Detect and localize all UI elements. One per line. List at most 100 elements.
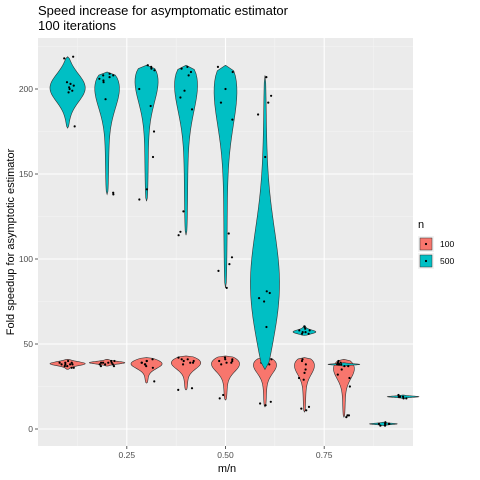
data-point [222,393,225,397]
data-point [230,256,234,259]
series-500 [49,55,420,427]
data-point [223,356,227,359]
data-point [151,155,155,159]
data-point [343,365,346,368]
data-point [225,286,228,289]
data-point [231,359,234,363]
data-point [112,191,115,194]
data-point [348,376,351,380]
data-point [103,363,107,366]
data-point [101,361,105,364]
data-point [98,363,101,366]
y-tick-label: 200 [19,84,33,94]
data-point [98,77,101,80]
data-point [304,368,307,371]
y-tick-label: 0 [28,424,33,434]
y-tick-label: 50 [24,339,34,349]
data-point [305,409,308,412]
data-point [67,91,70,94]
data-point [191,361,195,364]
data-point [145,188,148,191]
data-point [218,359,221,363]
data-point [102,79,105,82]
legend-label: 100 [440,239,454,249]
data-point [230,361,233,364]
data-point [138,87,141,91]
data-point [64,363,67,366]
data-point [69,82,72,85]
data-point [187,74,190,77]
data-point [265,325,268,329]
data-point [301,358,304,361]
data-point [102,81,105,84]
data-point [145,365,148,368]
data-point [304,363,307,366]
data-point [140,361,143,364]
data-point [68,86,71,89]
data-point [108,72,111,75]
data-point [225,361,228,364]
data-point [177,356,180,359]
data-point [144,363,147,366]
data-point [397,393,400,397]
x-tick-label: 0.50 [217,450,234,460]
data-point [153,69,156,72]
violin-n100 [333,358,355,418]
data-point [270,94,273,97]
data-point [104,98,107,101]
data-point [231,358,234,361]
data-point [138,198,141,201]
data-point [63,57,66,60]
data-point [379,424,382,427]
chart-subtitle: 100 iterations [38,18,117,33]
violin-n500 [174,64,198,236]
data-point [300,332,304,335]
data-point [388,422,391,425]
plot-panel [38,38,420,446]
data-point [219,101,223,104]
violin-n100 [294,357,315,413]
data-point [220,363,223,366]
data-point [145,359,148,363]
data-point [336,373,339,376]
data-point [224,358,227,361]
data-point [182,210,185,213]
data-point [300,359,304,363]
data-point [150,67,153,70]
data-point [102,74,105,77]
data-point [384,421,387,424]
data-point [405,397,408,400]
data-point [264,155,267,159]
data-point [68,87,71,91]
data-point [179,230,182,233]
data-point [72,366,75,369]
y-axis: 0 50 100 150 200 [19,84,38,434]
violin-n500 [369,421,398,426]
data-point [151,366,154,369]
data-point [336,363,339,366]
data-point [308,329,311,332]
data-point [69,363,72,366]
data-point [383,422,387,425]
data-point [149,104,152,108]
legend: n 100 500 [418,219,454,269]
data-point [182,359,185,363]
data-point [227,232,230,235]
data-point [113,359,116,363]
data-point [217,269,220,272]
violin-n500 [292,324,317,336]
y-axis-title: Fold speedup for asymptotic estimator [5,148,17,335]
data-point [216,65,220,68]
data-point [180,67,183,70]
legend-label: 500 [440,256,454,266]
data-point [186,65,189,68]
data-point [60,363,63,366]
x-axis-title: m/n [218,463,236,475]
data-point [383,424,387,427]
data-point [110,359,113,363]
data-point [72,84,75,87]
data-point [183,89,186,92]
data-point [189,70,193,74]
data-point [66,365,69,368]
data-point [152,130,156,133]
